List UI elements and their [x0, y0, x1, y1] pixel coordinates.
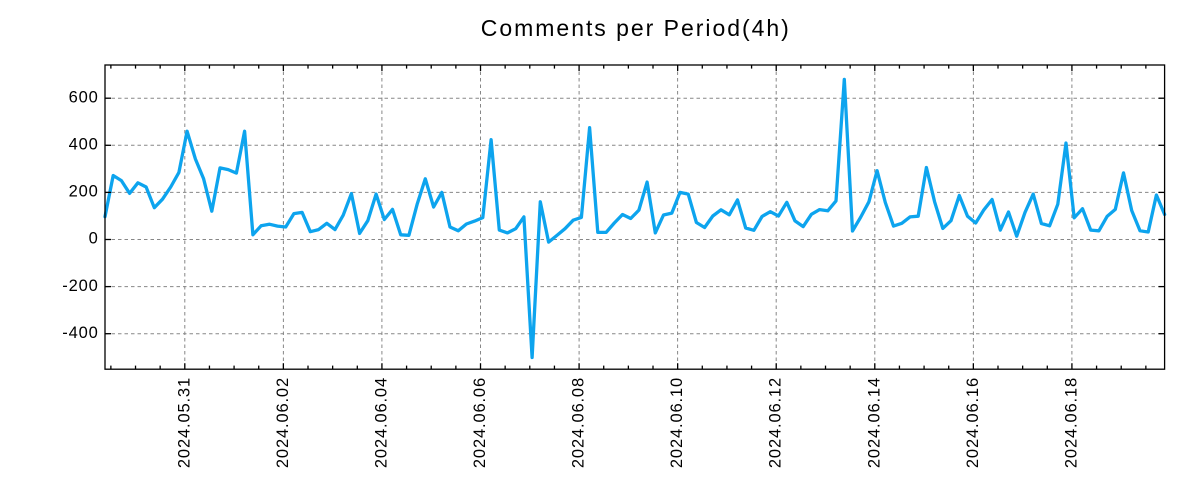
svg-text:200: 200 [69, 183, 99, 201]
svg-text:-400: -400 [62, 324, 98, 342]
svg-text:400: 400 [69, 136, 99, 154]
svg-text:Comments per Period(4h): Comments per Period(4h) [481, 15, 789, 41]
svg-text:2024.06.04: 2024.06.04 [372, 377, 390, 468]
svg-text:2024.06.10: 2024.06.10 [668, 377, 686, 468]
svg-text:2024.06.18: 2024.06.18 [1062, 377, 1080, 468]
svg-text:2024.06.16: 2024.06.16 [964, 377, 982, 468]
svg-text:2024.05.31: 2024.05.31 [175, 377, 193, 468]
svg-text:2024.06.06: 2024.06.06 [471, 377, 489, 468]
svg-text:-200: -200 [62, 277, 98, 295]
svg-text:2024.06.02: 2024.06.02 [274, 377, 292, 468]
svg-text:0: 0 [89, 230, 99, 248]
svg-text:600: 600 [69, 88, 99, 106]
svg-text:2024.06.08: 2024.06.08 [570, 377, 588, 468]
svg-text:2024.06.12: 2024.06.12 [767, 377, 785, 468]
svg-text:2024.06.14: 2024.06.14 [865, 377, 883, 468]
